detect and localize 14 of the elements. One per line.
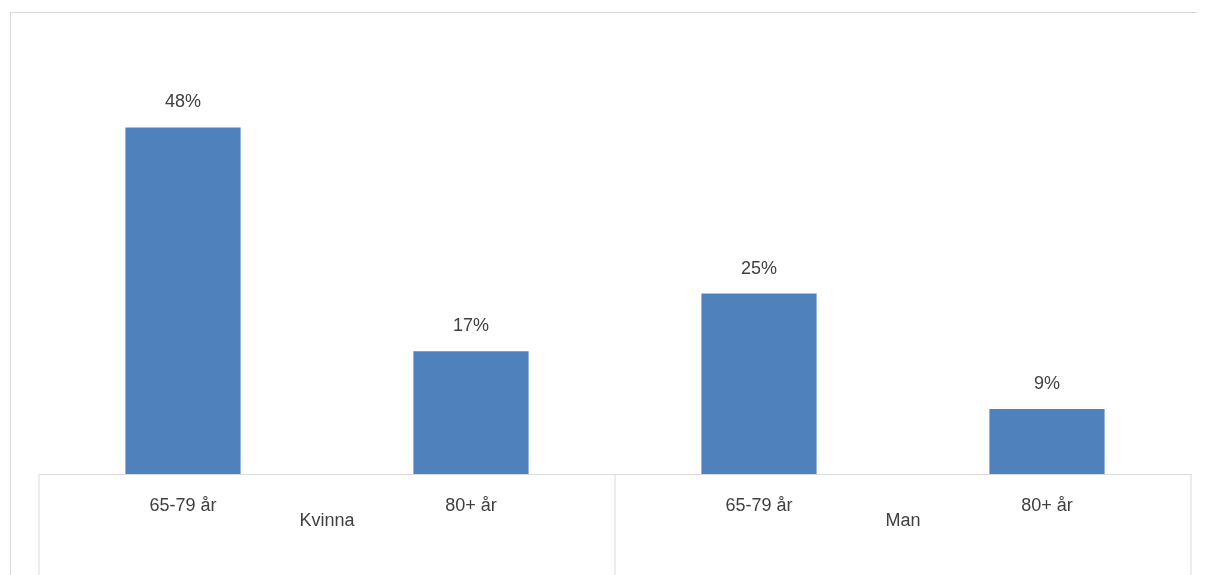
bar	[701, 293, 817, 474]
data-label: 17%	[452, 315, 490, 336]
x-tick-label: 80+ år	[445, 494, 497, 515]
data-label: 9%	[1033, 373, 1061, 394]
x-tick-label: 80+ år	[1021, 494, 1073, 515]
data-label: 25%	[740, 257, 778, 278]
bar	[989, 409, 1105, 474]
x-tick-label: 65-79 år	[149, 494, 217, 515]
bar	[125, 127, 241, 474]
data-label: 48%	[164, 91, 202, 112]
bar	[413, 351, 529, 474]
text: Kvinna	[299, 510, 356, 530]
text: Man	[885, 510, 921, 530]
x-tick-label: 65-79 år	[725, 494, 793, 515]
